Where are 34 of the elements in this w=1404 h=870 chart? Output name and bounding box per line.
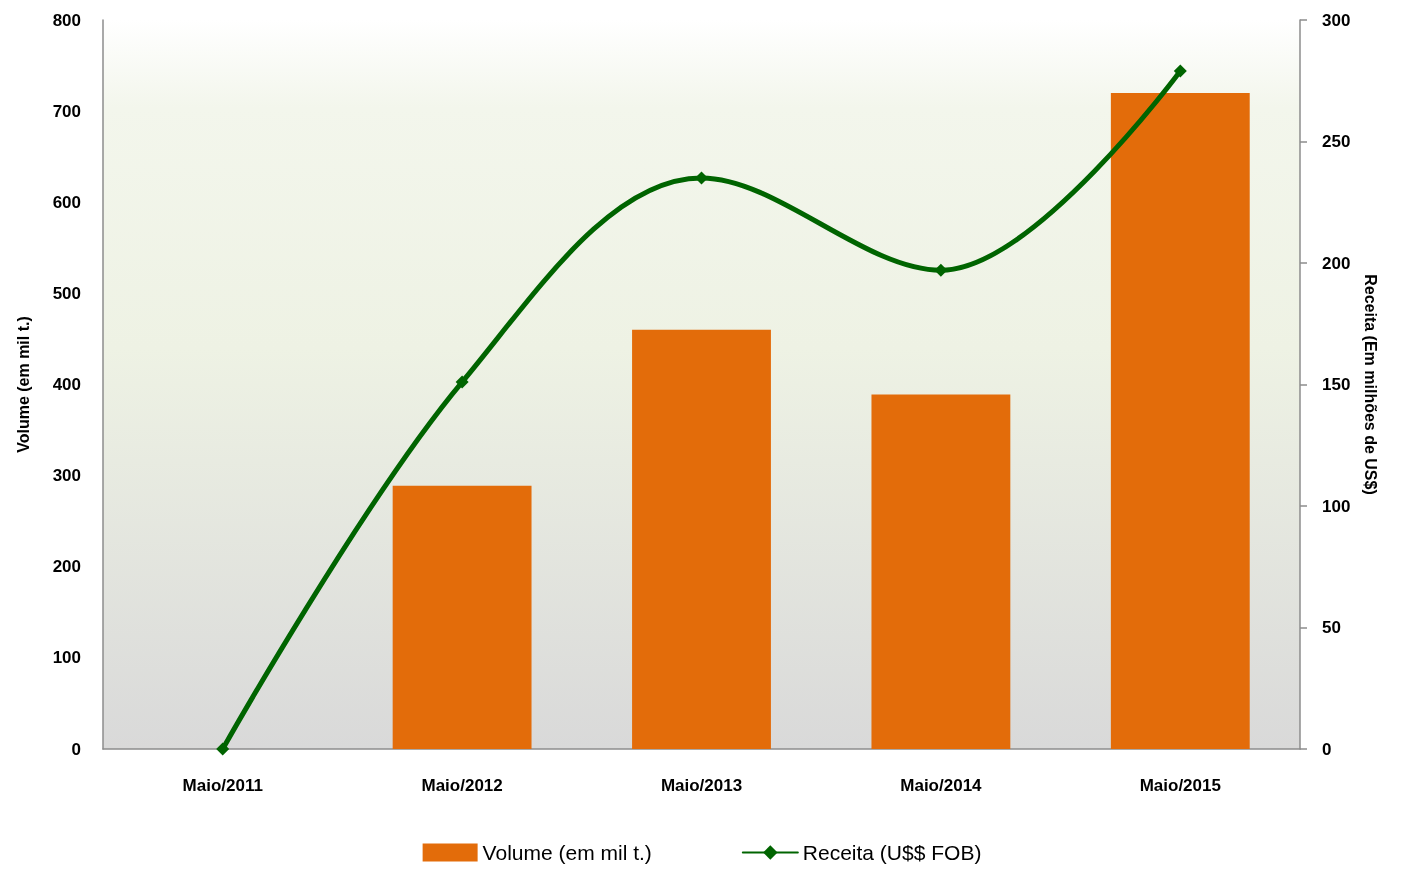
- y-axis-title: Volume (em mil t.): [14, 316, 32, 453]
- y2-tick-label: 300: [1322, 10, 1351, 30]
- y2-tick-label: 200: [1322, 253, 1351, 273]
- y-tick-label: 0: [71, 739, 81, 759]
- y2-tick-label: 150: [1322, 375, 1351, 394]
- x-tick-label: Maio/2012: [421, 776, 503, 795]
- y-tick-label: 600: [52, 192, 81, 212]
- y-tick-label: 200: [52, 557, 81, 577]
- point: [1173, 64, 1187, 78]
- legend-label: Volume (em mil t.): [482, 841, 652, 864]
- y2-tick-label: 0: [1322, 739, 1332, 759]
- y-tick-label: 300: [52, 466, 81, 486]
- point: [455, 375, 469, 389]
- y2-tick-label: 100: [1322, 496, 1351, 516]
- x-tick-label: Maio/2015: [1139, 776, 1221, 795]
- bar: [632, 329, 771, 749]
- bar: [871, 394, 1011, 749]
- y2-axis-title: Receita (Em milhões de US$): [1361, 274, 1379, 495]
- y-tick-label: 500: [52, 283, 81, 303]
- y-tick-label: 400: [52, 375, 81, 394]
- bar: [392, 485, 532, 749]
- y2-tick-label: 50: [1322, 618, 1341, 637]
- point: [934, 263, 948, 277]
- point: [216, 742, 230, 756]
- point: [695, 171, 708, 185]
- legend-label: Receita (U$$ FOB): [802, 841, 982, 864]
- y-tick-label: 100: [52, 648, 81, 668]
- x-tick-label: Maio/2011: [182, 776, 263, 795]
- y-tick-label: 800: [52, 10, 81, 30]
- y2-tick-label: 250: [1322, 132, 1351, 151]
- x-tick-label: Maio/2014: [900, 776, 983, 795]
- bar: [1110, 92, 1250, 749]
- y-tick-label: 700: [52, 101, 81, 121]
- x-tick-label: Maio/2013: [660, 776, 743, 795]
